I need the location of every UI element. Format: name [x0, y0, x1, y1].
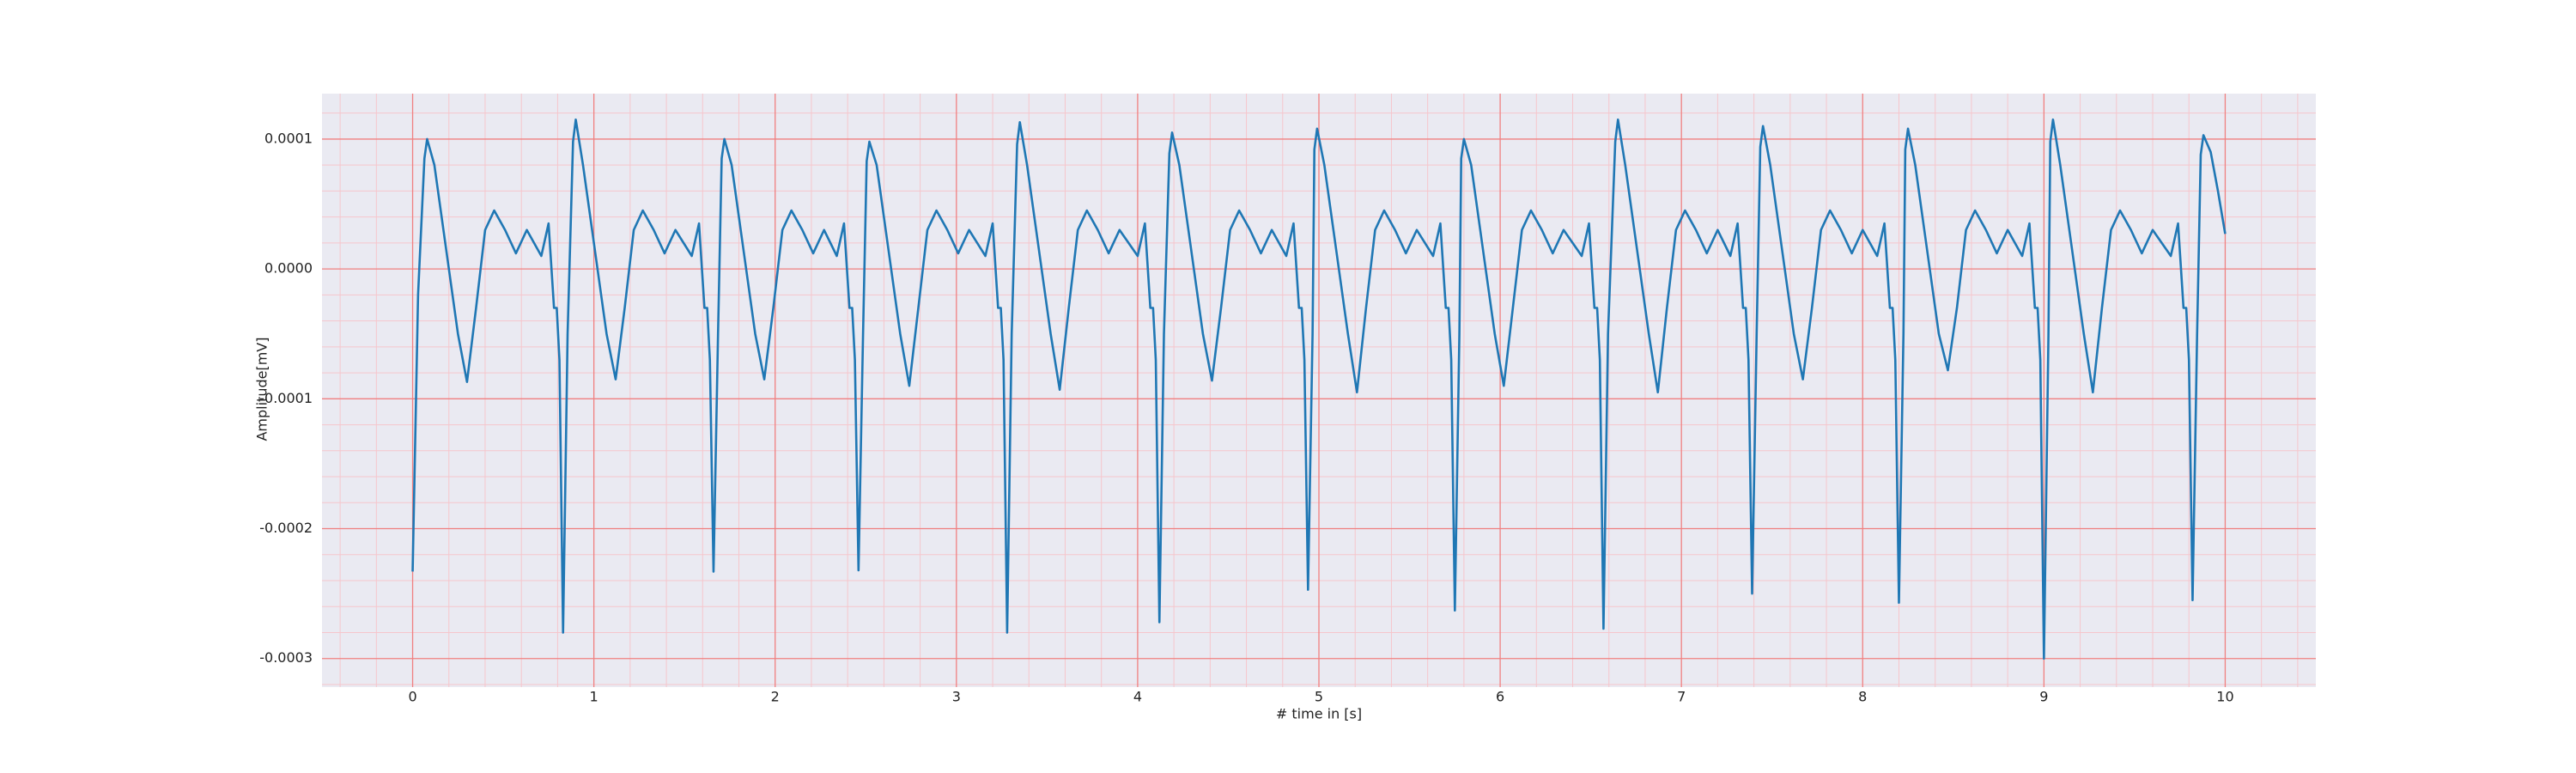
- x-tick-label: 5: [1315, 689, 1323, 705]
- x-tick-label: 9: [2039, 689, 2048, 705]
- x-tick-label: 0: [408, 689, 416, 705]
- y-tick-label: -0.0002: [259, 520, 313, 536]
- x-axis-label: # time in [s]: [1276, 706, 1362, 722]
- x-tick-label: 7: [1677, 689, 1686, 705]
- x-tick-label: 4: [1133, 689, 1142, 705]
- x-tick-label: 10: [2216, 689, 2233, 705]
- y-tick-label: 0.0000: [264, 260, 313, 277]
- x-tick-label: 2: [771, 689, 780, 705]
- signal-line: [411, 118, 2227, 660]
- y-tick-label: 0.0001: [264, 130, 313, 146]
- x-tick-label: 6: [1496, 689, 1504, 705]
- y-tick-label: -0.0001: [259, 390, 313, 406]
- x-tick-label: 1: [590, 689, 598, 705]
- y-tick-label: -0.0003: [259, 649, 313, 666]
- y-axis-label: Amplitude[mV]: [254, 337, 270, 441]
- x-tick-label: 3: [952, 689, 961, 705]
- marks: [411, 118, 2227, 660]
- x-tick-label: 8: [1858, 689, 1867, 705]
